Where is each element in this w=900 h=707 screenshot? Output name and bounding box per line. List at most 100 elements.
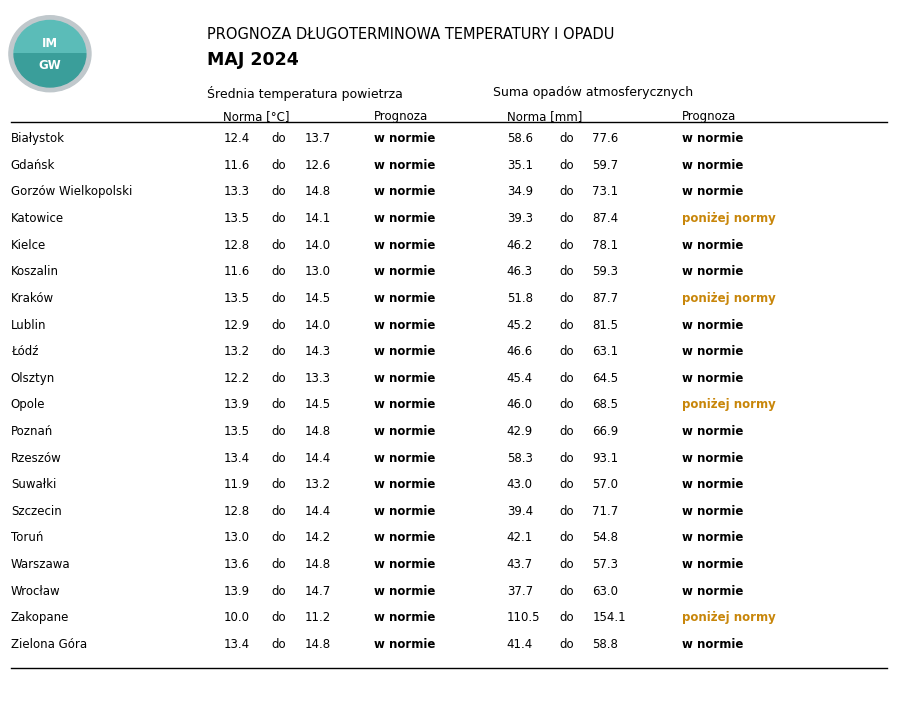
Text: w normie: w normie bbox=[374, 239, 435, 252]
Text: 35.1: 35.1 bbox=[507, 159, 533, 172]
Text: do: do bbox=[560, 558, 574, 571]
Text: Wrocław: Wrocław bbox=[11, 585, 60, 597]
Text: w normie: w normie bbox=[682, 265, 743, 279]
Text: 93.1: 93.1 bbox=[592, 452, 618, 464]
Text: 11.6: 11.6 bbox=[223, 265, 249, 279]
Text: do: do bbox=[272, 638, 286, 651]
Text: do: do bbox=[560, 532, 574, 544]
Text: 46.6: 46.6 bbox=[507, 345, 533, 358]
Text: w normie: w normie bbox=[682, 159, 743, 172]
Text: 11.6: 11.6 bbox=[223, 159, 249, 172]
Text: Szczecin: Szczecin bbox=[11, 505, 61, 518]
Text: 63.0: 63.0 bbox=[592, 585, 618, 597]
Text: 14.8: 14.8 bbox=[304, 638, 330, 651]
Text: do: do bbox=[560, 612, 574, 624]
Text: do: do bbox=[560, 345, 574, 358]
Text: do: do bbox=[560, 372, 574, 385]
Text: 12.6: 12.6 bbox=[304, 159, 330, 172]
Text: w normie: w normie bbox=[682, 345, 743, 358]
Text: 45.2: 45.2 bbox=[507, 319, 533, 332]
Text: w normie: w normie bbox=[374, 159, 435, 172]
Text: w normie: w normie bbox=[682, 558, 743, 571]
Text: w normie: w normie bbox=[682, 239, 743, 252]
Text: Norma [°C]: Norma [°C] bbox=[223, 110, 290, 122]
Text: Lublin: Lublin bbox=[11, 319, 46, 332]
Text: do: do bbox=[560, 478, 574, 491]
Text: 13.3: 13.3 bbox=[223, 185, 249, 199]
Text: w normie: w normie bbox=[374, 505, 435, 518]
Text: Zakopane: Zakopane bbox=[11, 612, 69, 624]
Text: w normie: w normie bbox=[374, 558, 435, 571]
Text: do: do bbox=[272, 185, 286, 199]
Text: w normie: w normie bbox=[374, 585, 435, 597]
Text: Suwałki: Suwałki bbox=[11, 478, 56, 491]
Text: 71.7: 71.7 bbox=[592, 505, 618, 518]
Text: w normie: w normie bbox=[682, 638, 743, 651]
Text: 13.7: 13.7 bbox=[304, 132, 330, 145]
Text: 14.0: 14.0 bbox=[304, 319, 330, 332]
Text: 13.9: 13.9 bbox=[223, 399, 249, 411]
Text: 63.1: 63.1 bbox=[592, 345, 618, 358]
Text: poniżej normy: poniżej normy bbox=[682, 399, 776, 411]
Text: do: do bbox=[560, 425, 574, 438]
Text: do: do bbox=[272, 319, 286, 332]
Text: w normie: w normie bbox=[374, 478, 435, 491]
Text: 13.4: 13.4 bbox=[223, 638, 249, 651]
Text: Poznań: Poznań bbox=[11, 425, 53, 438]
Text: w normie: w normie bbox=[374, 319, 435, 332]
Text: IM: IM bbox=[42, 37, 58, 50]
Text: 64.5: 64.5 bbox=[592, 372, 618, 385]
Text: 46.0: 46.0 bbox=[507, 399, 533, 411]
Circle shape bbox=[9, 16, 91, 92]
Wedge shape bbox=[14, 54, 86, 87]
Text: w normie: w normie bbox=[374, 399, 435, 411]
Text: 43.0: 43.0 bbox=[507, 478, 533, 491]
Text: w normie: w normie bbox=[374, 532, 435, 544]
Text: w normie: w normie bbox=[682, 372, 743, 385]
Text: poniżej normy: poniżej normy bbox=[682, 612, 776, 624]
Text: Zielona Góra: Zielona Góra bbox=[11, 638, 87, 651]
Text: GW: GW bbox=[39, 59, 61, 72]
Text: 59.7: 59.7 bbox=[592, 159, 618, 172]
Text: Średnia temperatura powietrza: Średnia temperatura powietrza bbox=[207, 86, 403, 101]
Text: do: do bbox=[272, 292, 286, 305]
Text: do: do bbox=[560, 319, 574, 332]
Text: 12.4: 12.4 bbox=[223, 132, 249, 145]
Text: 12.8: 12.8 bbox=[223, 239, 249, 252]
Text: 13.0: 13.0 bbox=[223, 532, 249, 544]
Text: do: do bbox=[272, 452, 286, 464]
Text: 14.2: 14.2 bbox=[304, 532, 330, 544]
Text: do: do bbox=[560, 452, 574, 464]
Text: 68.5: 68.5 bbox=[592, 399, 618, 411]
Text: do: do bbox=[272, 265, 286, 279]
Text: 13.2: 13.2 bbox=[304, 478, 330, 491]
Text: Łódź: Łódź bbox=[11, 345, 39, 358]
Text: Prognoza: Prognoza bbox=[682, 110, 736, 122]
Text: do: do bbox=[272, 372, 286, 385]
Text: w normie: w normie bbox=[682, 185, 743, 199]
Text: do: do bbox=[560, 265, 574, 279]
Text: 45.4: 45.4 bbox=[507, 372, 533, 385]
Text: 14.4: 14.4 bbox=[304, 452, 330, 464]
Text: 14.1: 14.1 bbox=[304, 212, 330, 225]
Text: w normie: w normie bbox=[682, 585, 743, 597]
Text: w normie: w normie bbox=[374, 638, 435, 651]
Text: Rzeszów: Rzeszów bbox=[11, 452, 61, 464]
Text: do: do bbox=[272, 132, 286, 145]
Text: 57.3: 57.3 bbox=[592, 558, 618, 571]
Text: 43.7: 43.7 bbox=[507, 558, 533, 571]
Text: do: do bbox=[272, 612, 286, 624]
Text: 81.5: 81.5 bbox=[592, 319, 618, 332]
Text: do: do bbox=[272, 239, 286, 252]
Text: do: do bbox=[272, 478, 286, 491]
Text: PROGNOZA DŁUGOTERMINOWA TEMPERATURY I OPADU: PROGNOZA DŁUGOTERMINOWA TEMPERATURY I OP… bbox=[207, 27, 615, 42]
Text: 58.8: 58.8 bbox=[592, 638, 618, 651]
Text: 14.5: 14.5 bbox=[304, 399, 330, 411]
Text: MAJ 2024: MAJ 2024 bbox=[207, 51, 299, 69]
Text: poniżej normy: poniżej normy bbox=[682, 212, 776, 225]
Text: 77.6: 77.6 bbox=[592, 132, 618, 145]
Text: w normie: w normie bbox=[374, 292, 435, 305]
Text: w normie: w normie bbox=[374, 372, 435, 385]
Text: do: do bbox=[560, 292, 574, 305]
Text: Prognoza: Prognoza bbox=[374, 110, 428, 122]
